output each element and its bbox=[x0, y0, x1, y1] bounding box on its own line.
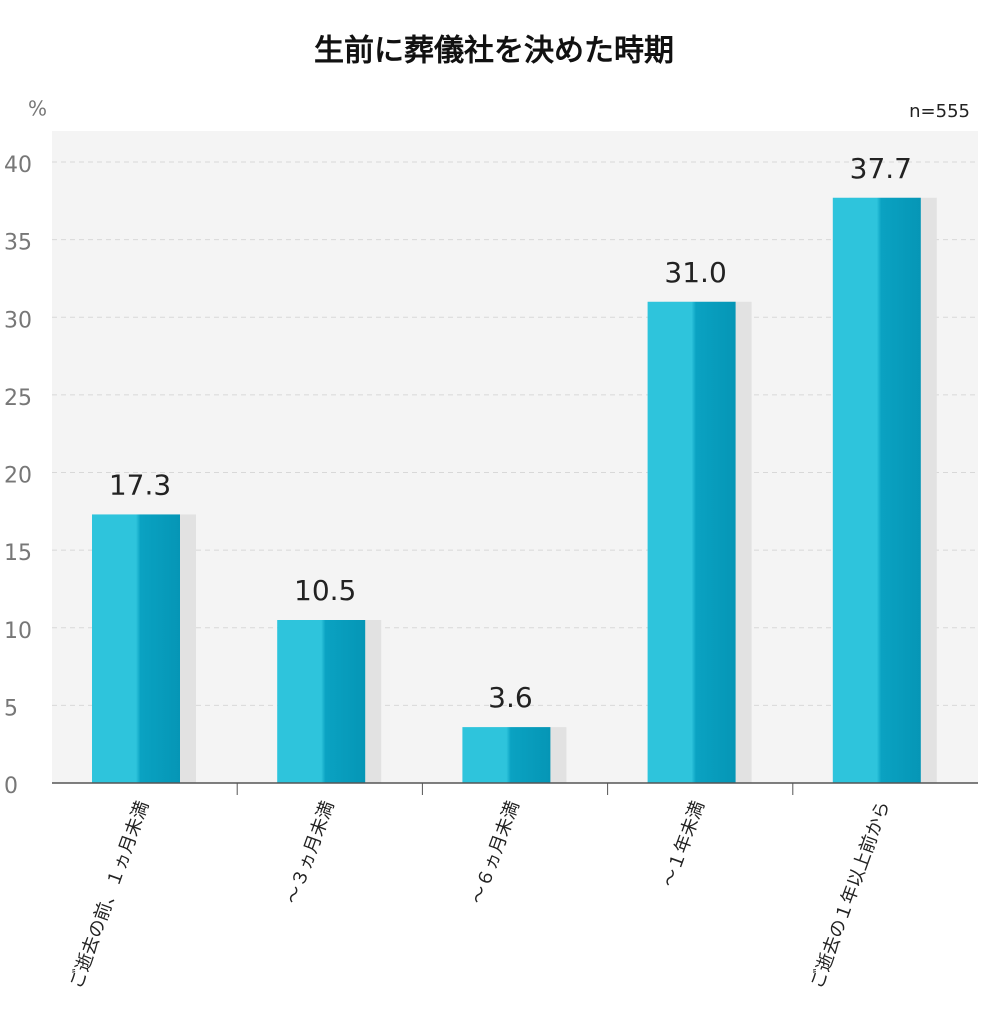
y-tick-label: 35 bbox=[4, 231, 32, 256]
value-label: 3.6 bbox=[488, 681, 533, 714]
value-label: 17.3 bbox=[109, 468, 171, 501]
x-tick-label: ご逝去の１年以上前から bbox=[807, 798, 894, 991]
bar bbox=[277, 620, 366, 783]
y-unit: % bbox=[28, 97, 47, 121]
y-tick-label: 25 bbox=[4, 386, 32, 411]
y-tick-label: 15 bbox=[4, 541, 32, 566]
y-tick-label: 5 bbox=[4, 696, 18, 721]
y-tick-label: 0 bbox=[4, 774, 18, 799]
x-tick-label: ～３ヵ月未満 bbox=[282, 798, 339, 907]
sample-note: n=555 bbox=[909, 101, 970, 122]
x-tick-label: ～１年未満 bbox=[658, 798, 709, 890]
y-tick-label: 40 bbox=[4, 153, 32, 178]
value-label: 10.5 bbox=[294, 574, 356, 607]
value-label: 31.0 bbox=[664, 256, 726, 289]
bar bbox=[832, 197, 921, 783]
bar bbox=[647, 301, 736, 783]
x-tick-label: ～６ヵ月未満 bbox=[467, 798, 524, 907]
bar bbox=[462, 727, 551, 783]
bar bbox=[92, 514, 180, 783]
y-tick-label: 30 bbox=[4, 308, 32, 333]
y-tick-label: 10 bbox=[4, 619, 32, 644]
y-tick-label: 20 bbox=[4, 464, 32, 489]
x-tick-label: ご逝去の前、１ヵ月未満 bbox=[66, 798, 153, 991]
chart-title: 生前に葬儀社を決めた時期 bbox=[314, 34, 674, 69]
value-label: 37.7 bbox=[850, 152, 912, 185]
